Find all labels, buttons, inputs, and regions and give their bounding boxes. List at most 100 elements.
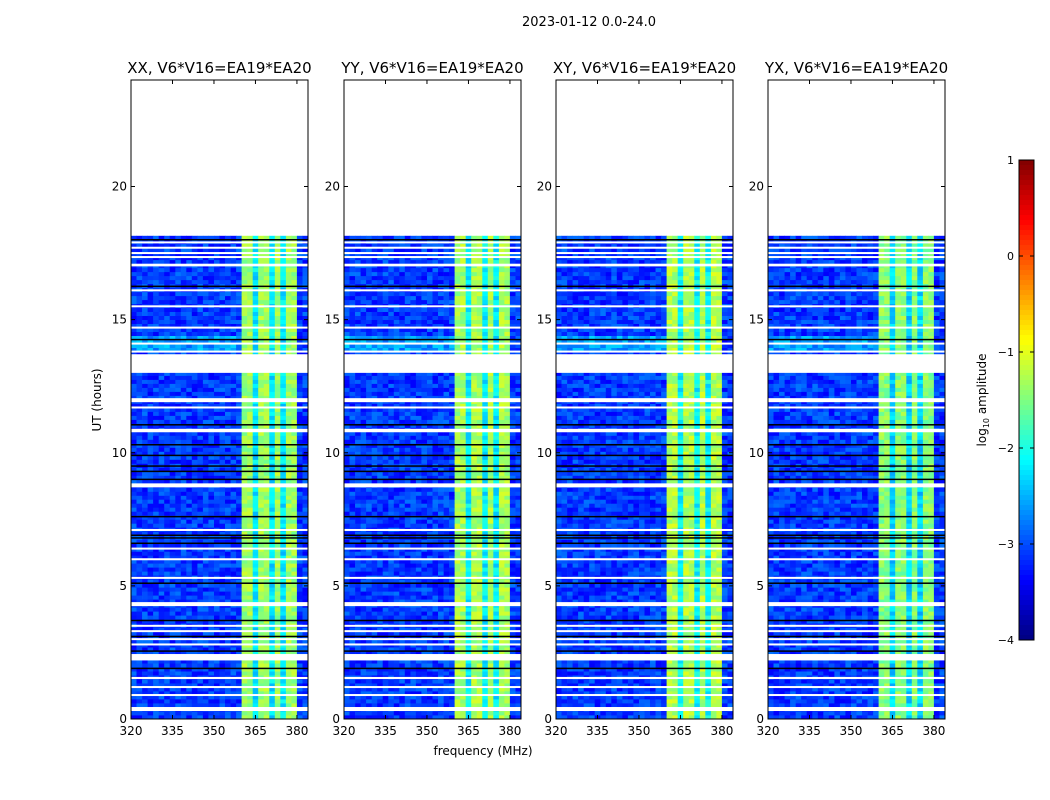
heatmap-cell (225, 475, 231, 480)
heatmap-cell (302, 423, 309, 428)
heatmap-cell (302, 695, 309, 700)
heatmap-cell (509, 663, 516, 668)
heatmap-cell (377, 659, 384, 664)
heatmap-cell (296, 571, 303, 576)
heatmap-cell (197, 687, 204, 692)
heatmap-cell (214, 243, 220, 249)
heatmap-cell (142, 703, 148, 708)
heatmap-cell (515, 639, 522, 644)
heatmap-cell (382, 627, 389, 632)
heatmap-cell (269, 599, 276, 604)
heatmap-cell (515, 711, 522, 716)
heatmap-cell (153, 311, 159, 316)
heatmap-cell (208, 611, 215, 616)
heatmap-cell (258, 467, 265, 472)
heatmap-cell (269, 671, 276, 676)
heatmap-cell (225, 423, 231, 428)
heatmap-cell (164, 679, 171, 684)
heatmap-cell (202, 235, 209, 241)
heatmap-cell (285, 695, 292, 700)
heatmap-cell (285, 451, 292, 456)
heatmap-cell (285, 435, 292, 440)
heatmap-cell (208, 423, 215, 428)
heatmap-cell (131, 379, 137, 384)
heatmap-cell (230, 499, 237, 504)
heatmap-cell (208, 407, 215, 412)
heatmap-cell (136, 699, 143, 704)
heatmap-cell (274, 311, 281, 316)
heatmap-cell (208, 479, 215, 484)
heatmap-cell (427, 691, 433, 696)
heatmap-cell (269, 323, 276, 328)
heatmap-cell (208, 443, 215, 448)
heatmap-cell (296, 631, 303, 636)
heatmap-cell (230, 379, 237, 384)
heatmap-cell (219, 279, 226, 285)
heatmap-cell (382, 611, 389, 616)
heatmap-cell (191, 451, 198, 456)
heatmap-cell (280, 567, 287, 572)
heatmap-cell (302, 327, 309, 332)
heatmap-cell (355, 647, 361, 652)
heatmap-cell (153, 611, 159, 616)
heatmap-cell (230, 419, 237, 424)
heatmap-cell (280, 619, 287, 624)
heatmap-cell (274, 383, 281, 388)
heatmap-cell (236, 375, 242, 380)
heatmap-cell (443, 715, 450, 720)
heatmap-cell (247, 699, 254, 704)
heatmap-cell (291, 447, 298, 452)
heatmap-cell (236, 291, 242, 297)
heatmap-cell (136, 259, 143, 265)
heatmap-cell (202, 275, 209, 281)
heatmap-cell (175, 507, 182, 512)
heatmap-cell (197, 395, 204, 400)
heatmap-cell (219, 539, 226, 544)
heatmap-cell (214, 519, 220, 524)
heatmap-cell (247, 635, 254, 640)
heatmap-cell (175, 235, 182, 241)
heatmap-cell (274, 471, 281, 476)
x-tick-label: 350 (203, 724, 226, 738)
heatmap-cell (258, 511, 265, 516)
heatmap-cell (147, 539, 154, 544)
heatmap-cell (202, 715, 209, 720)
heatmap-cell (175, 519, 182, 524)
heatmap-cell (258, 315, 265, 320)
heatmap-cell (280, 387, 287, 392)
heatmap-cell (269, 715, 276, 720)
heatmap-cell (225, 259, 231, 265)
heatmap-cell (131, 307, 137, 312)
heatmap-cell (476, 615, 483, 620)
heatmap-cell (175, 687, 182, 692)
heatmap-cell (258, 279, 265, 285)
heatmap-cell (515, 715, 522, 720)
heatmap-cell (147, 531, 154, 536)
heatmap-cell (465, 599, 472, 604)
heatmap-cell (230, 571, 237, 576)
heatmap-cell (280, 311, 287, 316)
heatmap-cell (280, 431, 287, 436)
heatmap-cell (410, 711, 417, 716)
heatmap-cell (219, 423, 226, 428)
heatmap-cell (344, 691, 350, 696)
heatmap-cell (285, 659, 292, 664)
heatmap-cell (214, 447, 220, 452)
heatmap-cell (291, 507, 298, 512)
heatmap-cell (360, 679, 367, 684)
heatmap-cell (180, 687, 187, 692)
heatmap-cell (164, 647, 171, 652)
heatmap-cell (230, 375, 237, 380)
heatmap-cell (153, 335, 159, 340)
heatmap-cell (252, 703, 259, 708)
heatmap-cell (236, 479, 242, 484)
heatmap-cell (169, 435, 176, 440)
heatmap-cell (504, 607, 511, 612)
heatmap-cell (230, 667, 237, 672)
heatmap-cell (180, 323, 187, 328)
heatmap-cell (263, 499, 270, 504)
heatmap-cell (382, 635, 389, 640)
heatmap-cell (202, 631, 209, 636)
heatmap-cell (263, 459, 270, 464)
plot-frame (130, 79, 309, 720)
